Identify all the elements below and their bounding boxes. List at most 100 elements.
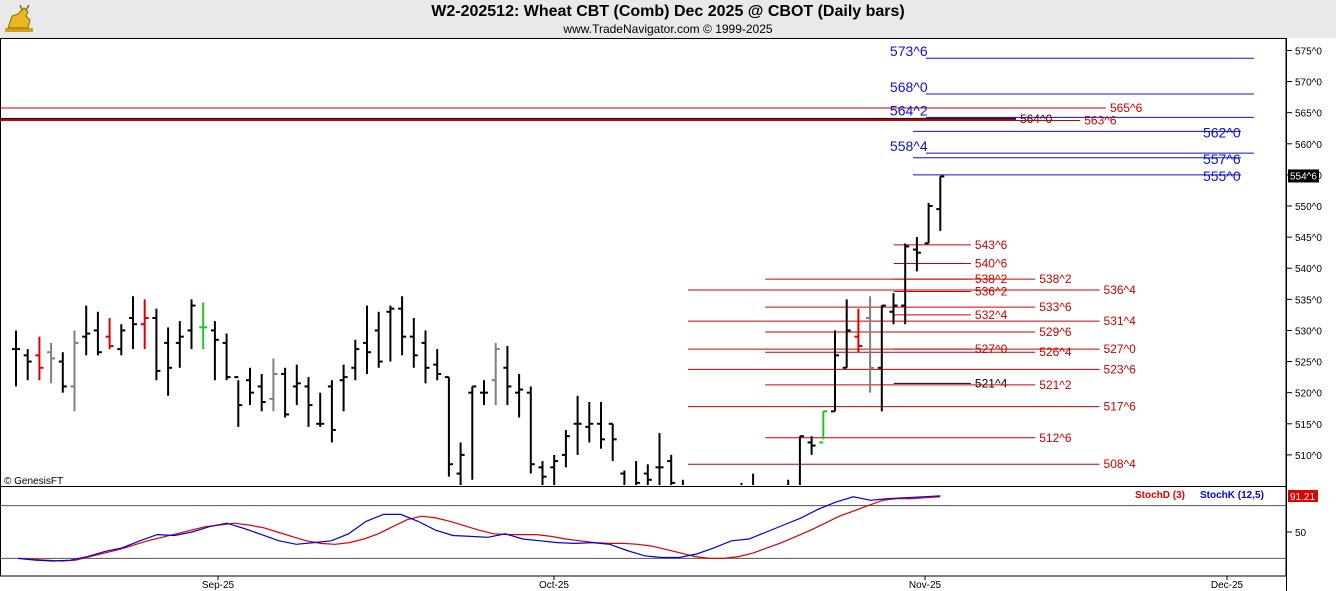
- ohlc-bar: [912, 237, 921, 272]
- ohlc-bar: [23, 349, 32, 381]
- ohlc-bar: [585, 402, 594, 443]
- level-label: 558^4: [890, 138, 928, 154]
- price-tick-label: 535^0: [1295, 295, 1322, 306]
- ohlc-bar: [526, 386, 535, 474]
- ohlc-bar: [798, 435, 804, 485]
- gold-bull-logo-icon: [2, 2, 36, 36]
- ohlc-bar: [35, 336, 44, 381]
- date-tick-label: Sep-25: [202, 580, 235, 591]
- level-label: 543^6: [975, 238, 1008, 252]
- level-label: 526^4: [1039, 345, 1072, 359]
- chart-header: W2-202512: Wheat CBT (Comb) Dec 2025 @ C…: [0, 0, 1336, 38]
- stochk-legend: StochK (12,5): [1200, 490, 1264, 501]
- level-label: 521^4: [975, 376, 1008, 390]
- date-tick-label: Oct-25: [539, 580, 569, 591]
- level-label: 555^0: [1203, 168, 1241, 184]
- ohlc-bar: [129, 296, 137, 350]
- last-price-label: 554^6: [1290, 171, 1317, 182]
- ohlc-bar: [468, 385, 477, 480]
- ohlc-bar: [608, 422, 617, 462]
- price-axis: 575^0570^0565^0560^0555^0550^0545^0540^0…: [1286, 46, 1322, 462]
- ohlc-bar: [398, 296, 407, 356]
- ohlc-bar: [433, 349, 442, 381]
- ohlc-bar: [164, 327, 173, 396]
- ohlc-bar: [819, 410, 828, 444]
- ohlc-bar: [924, 202, 933, 245]
- ohlc-bar: [807, 436, 816, 455]
- ohlc-bar: [363, 305, 371, 374]
- ohlc-bar: [175, 321, 184, 368]
- ohlc-bar: [152, 308, 161, 381]
- ohlc-bar: [667, 454, 676, 485]
- stoch-line: [17, 495, 941, 562]
- ohlc-bar: [105, 318, 114, 350]
- ohlc-bar: [620, 470, 626, 485]
- level-label: 557^6: [1203, 151, 1241, 167]
- ohlc-bar: [655, 433, 664, 485]
- price-tick-label: 550^0: [1295, 202, 1322, 213]
- price-tick-label: 510^0: [1295, 451, 1322, 462]
- ohlc-bar: [515, 374, 524, 418]
- level-label: 573^6: [890, 43, 928, 59]
- ohlc-bar: [234, 376, 243, 427]
- ohlc-bar: [246, 367, 254, 406]
- stoch-last-box: [1288, 490, 1318, 502]
- ohlc-bar: [12, 330, 20, 387]
- ohlc-bar: [831, 330, 839, 413]
- level-label: 568^0: [890, 79, 928, 95]
- level-label: 533^6: [1039, 300, 1072, 314]
- stoch-line: [17, 496, 941, 562]
- level-label: 563^6: [1084, 113, 1117, 127]
- level-label: 508^4: [1104, 457, 1137, 471]
- level-label: 538^2: [1039, 272, 1072, 286]
- ohlc-bar: [444, 376, 453, 477]
- ohlc-bar: [82, 305, 91, 356]
- ohlc-bar: [374, 311, 383, 368]
- ohlc-bar: [538, 461, 547, 485]
- ohlc-bar: [573, 395, 582, 455]
- ohlc-bar: [281, 367, 290, 418]
- ohlc-bar: [292, 364, 301, 406]
- date-axis: Sep-25 Oct-25 Nov-25 Dec-25: [202, 576, 1244, 591]
- price-chart: 575^0 570^0 565^0 560^0 555^0 550^0 545^0 540^0…: [0, 38, 1322, 591]
- ohlc-bar: [421, 330, 430, 384]
- ohlc-bar: [339, 364, 348, 412]
- level-label: 523^6: [1104, 362, 1137, 376]
- level-label: 540^6: [975, 257, 1008, 271]
- ohlc-bar: [550, 454, 559, 485]
- stoch-last-label: 91.21: [1290, 492, 1315, 503]
- ohlc-bar: [257, 374, 266, 412]
- ohlc-bar: [351, 339, 360, 381]
- price-tick-label: 575^0: [1295, 46, 1322, 57]
- ohlc-bar: [854, 308, 863, 353]
- level-label: 538^2: [975, 272, 1008, 286]
- price-tick-label: 570^0: [1295, 78, 1322, 89]
- price-tick-label: 540^0: [1295, 264, 1322, 275]
- ohlc-bar: [503, 346, 512, 406]
- ohlc-bar: [187, 299, 196, 350]
- level-label: 512^6: [1039, 431, 1072, 445]
- price-tick-label: 530^0: [1295, 326, 1322, 337]
- level-label: 527^0: [1104, 342, 1137, 356]
- ohlc-bar: [409, 318, 418, 368]
- chart-subtitle: www.TradeNavigator.com © 1999-2025: [563, 22, 773, 36]
- ohlc-bar: [386, 305, 395, 362]
- level-label: 564^2: [890, 102, 928, 118]
- level-label: 517^6: [1104, 400, 1137, 414]
- ohlc-bar: [199, 302, 208, 350]
- level-label: 527^0: [975, 342, 1008, 356]
- level-label: 521^2: [1039, 378, 1072, 392]
- date-tick-label: Nov-25: [909, 580, 942, 591]
- ohlc-bar: [866, 296, 875, 393]
- ohlc-bar: [936, 175, 945, 231]
- price-tick-label: 565^0: [1295, 109, 1322, 120]
- ohlc-bar: [480, 380, 488, 406]
- level-label: 529^6: [1039, 325, 1072, 339]
- level-label: 532^4: [975, 308, 1008, 322]
- price-levels: 573^6 568^0 565^6 564^2 564^0 563^6 562^0 558^4…: [0, 43, 1254, 471]
- ohlc-bar: [635, 461, 641, 485]
- ohlc-bar: [210, 321, 219, 381]
- level-label: 565^6: [1110, 101, 1143, 115]
- ohlc-bar: [222, 333, 231, 381]
- price-tick-label: 560^0: [1295, 140, 1322, 151]
